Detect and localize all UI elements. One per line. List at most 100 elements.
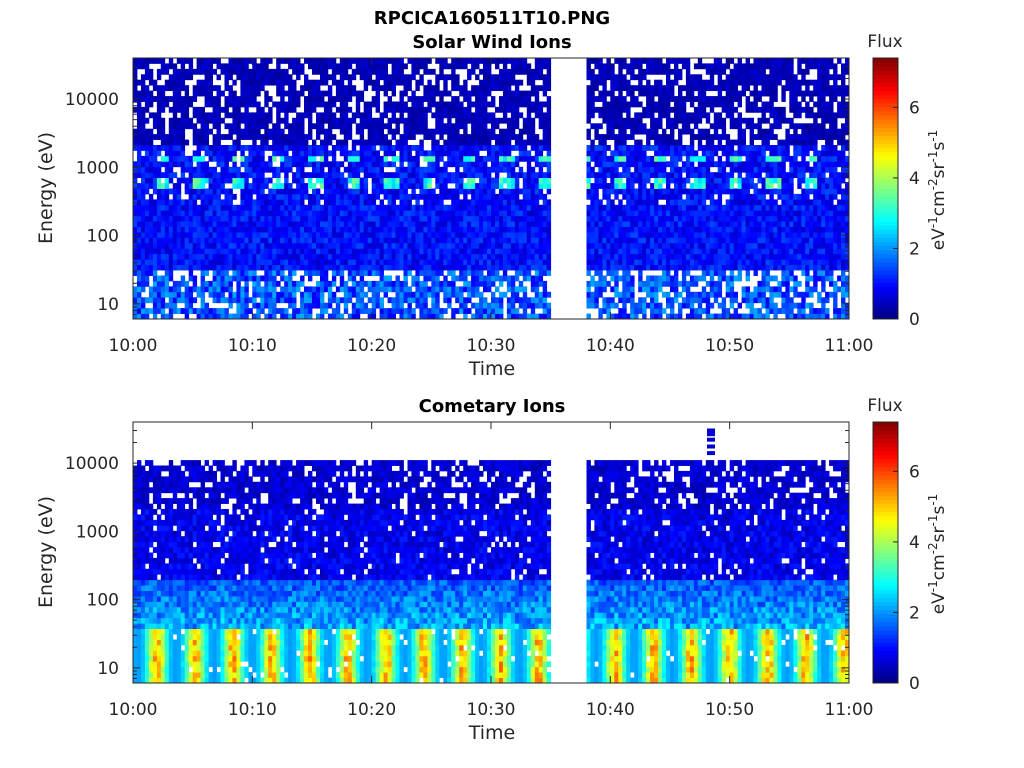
heatmap-cell [451,270,456,276]
heatmap-cell [232,270,237,276]
heatmap-cell [268,259,273,266]
heatmap-cell [443,237,448,244]
heatmap-cell [141,193,146,200]
heatmap-cell [323,221,329,227]
heatmap-cell [164,286,170,293]
heatmap-cell [451,215,456,222]
heatmap-cell [590,145,595,151]
heatmap-cell [216,248,221,255]
heatmap-cell [248,259,253,266]
heatmap-cell [141,275,146,282]
heatmap-cell [590,74,595,81]
heatmap-cell [172,253,178,260]
heatmap-cell [212,253,217,260]
heatmap-cell [304,286,309,293]
heatmap-cell [216,128,221,135]
heatmap-cell [156,74,162,81]
heatmap-cell [435,286,440,293]
heatmap-cell [248,193,253,200]
heatmap-cell [598,79,603,86]
heatmap-cell [308,112,313,119]
heatmap-cell [359,123,365,130]
heatmap-cell [276,101,281,108]
heatmap-cell [610,259,615,266]
heatmap-cell [148,139,154,146]
heatmap-cell [204,242,209,249]
heatmap-cell [164,161,170,168]
heatmap-cell [467,210,472,217]
heatmap-cell [526,123,532,130]
heatmap-cell [141,242,146,249]
heatmap-cell [339,85,345,92]
heatmap-cell [276,215,281,222]
heatmap-cell [331,259,337,266]
heatmap-cell [407,177,412,184]
heatmap-cell [638,161,643,168]
heatmap-cell [184,286,190,293]
heatmap-cell [423,188,428,195]
heatmap-cell [439,117,444,124]
heatmap-cell [642,253,647,260]
heatmap-cell [642,155,647,162]
heatmap-cell [276,193,281,200]
heatmap-cell [312,155,317,162]
heatmap-cell [144,139,150,146]
heatmap-cell [335,79,341,86]
heatmap-cell [216,123,221,130]
heatmap-cell [594,85,599,92]
heatmap-cell [260,139,265,146]
heatmap-cell [212,58,217,64]
heatmap-cell [164,183,170,189]
heatmap-cell [467,297,472,304]
heatmap-cell [431,226,436,233]
heatmap-cell [415,226,420,233]
heatmap-cell [419,215,424,222]
heatmap-cell [327,253,333,260]
heatmap-cell [610,123,615,130]
heatmap-cell [630,101,635,108]
heatmap-cell [208,68,213,75]
heatmap-cell [427,58,432,64]
heatmap-cell [339,101,345,108]
heatmap-cell [499,313,504,320]
heatmap-cell [538,248,544,255]
heatmap-cell [427,237,432,244]
heatmap-cell [320,242,325,249]
heatmap-cell [351,226,357,233]
heatmap-cell [435,58,440,64]
heatmap-cell [133,90,138,97]
heatmap-cell [522,63,528,70]
heatmap-cell [288,313,293,320]
heatmap-cell [463,248,468,255]
heatmap-cell [495,193,500,200]
heatmap-cell [280,308,285,314]
heatmap-cell [502,106,508,113]
heatmap-cell [280,128,285,135]
heatmap-cell [602,308,607,314]
heatmap-cell [316,280,321,287]
heatmap-cell [650,117,655,124]
heatmap-cell [451,237,456,244]
heatmap-cell [455,291,460,298]
heatmap-cell [137,117,142,124]
heatmap-cell [339,193,345,200]
heatmap-cell [638,63,643,70]
heatmap-cell [391,112,396,119]
heatmap-cell [618,210,623,217]
heatmap-cell [152,117,158,124]
heatmap-cell [168,63,174,70]
heatmap-cell [355,101,361,108]
heatmap-cell [316,313,321,320]
heatmap-cell [355,210,361,217]
heatmap-cell [459,221,464,227]
heatmap-cell [383,193,388,200]
heatmap-cell [308,90,313,97]
heatmap-cell [407,259,412,266]
heatmap-cell [204,270,209,276]
heatmap-cell [308,101,313,108]
heatmap-cell [379,161,384,168]
heatmap-cell [483,96,488,102]
heatmap-cell [359,112,365,119]
heatmap-cell [316,172,321,179]
heatmap-cell [427,193,432,200]
